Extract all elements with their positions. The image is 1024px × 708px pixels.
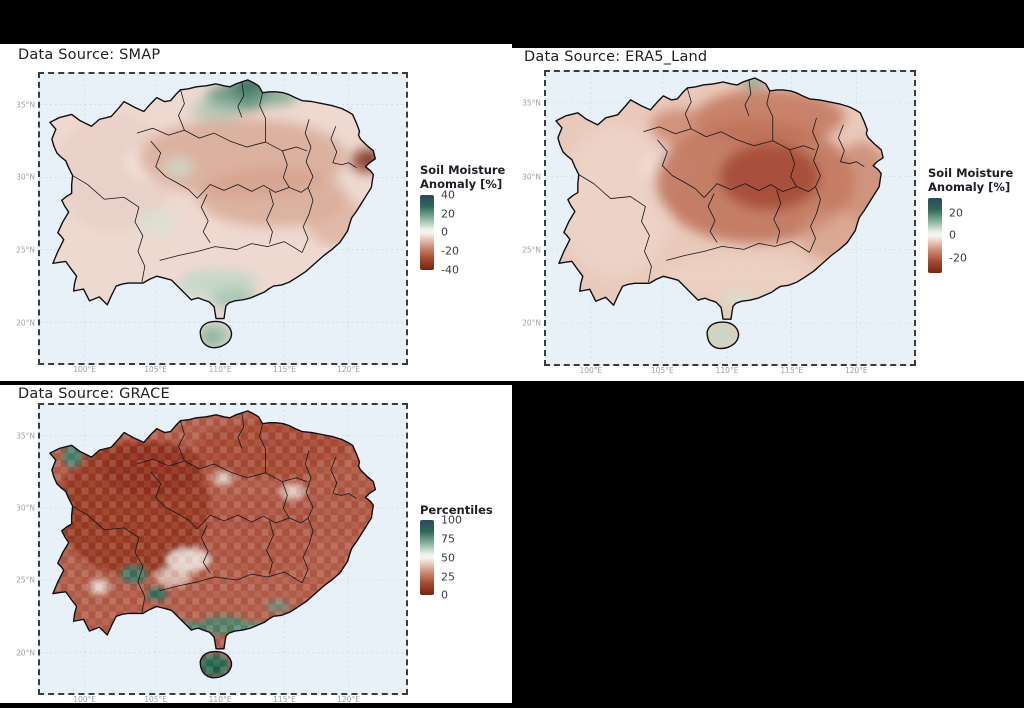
legend-tick-label: 25	[441, 570, 455, 584]
colorbar-ticks: 20 0 -20	[949, 198, 989, 273]
map-era5-svg	[546, 72, 914, 364]
y-tick-label: 20°N	[522, 318, 541, 328]
panel-smap: Data Source: SMAP	[0, 44, 512, 381]
x-tick-label: 115°E	[780, 366, 804, 375]
legend-tick-label: 20	[441, 207, 455, 220]
panel-title: Data Source: GRACE	[18, 386, 170, 402]
x-tick-label: 120°E	[337, 365, 360, 374]
x-tick-label: 100°E	[579, 366, 603, 375]
legend-title: Soil Moisture Anomaly [%]	[928, 166, 1014, 195]
panel-grace: Data Source: GRACE	[0, 385, 512, 704]
map-grace-svg	[40, 405, 406, 693]
legend-grace: Percentiles 100 75 50 25 0	[420, 503, 493, 602]
legend-tick-label: -40	[441, 263, 459, 277]
map-era5-land: 35°N 30°N 25°N 20°N 100°E 105°E 110°E 115°E 120…	[522, 70, 916, 375]
legend-tick-label: 0	[441, 225, 448, 239]
colorbar	[420, 194, 434, 270]
y-tick-label: 30°N	[16, 503, 35, 513]
legend-title: Soil Moisture Anomaly [%]	[420, 163, 506, 192]
y-axis: 35°N 30°N 25°N 20°N	[512, 72, 546, 364]
y-tick-label: 25°N	[16, 575, 35, 585]
legend-tick-label: 100	[441, 513, 462, 527]
colorbar	[928, 197, 942, 273]
y-axis: 35°N 30°N 25°N 20°N	[6, 405, 40, 693]
x-tick-label: 105°E	[144, 365, 168, 374]
x-tick-label: 110°E	[208, 365, 232, 374]
y-tick-label: 20°N	[16, 318, 35, 328]
x-tick-label: 115°E	[273, 365, 296, 374]
y-tick-label: 25°N	[16, 245, 35, 255]
x-tick-label: 100°E	[73, 365, 97, 374]
y-tick-label: 20°N	[16, 648, 35, 658]
legend-tick-label: 75	[441, 532, 455, 546]
legend-era5: Soil Moisture Anomaly [%] 20 0 -20	[928, 166, 1013, 273]
legend-tick-label: 0	[949, 228, 956, 242]
panel-title: Data Source: ERA5_Land	[524, 49, 708, 65]
x-tick-label: 105°E	[144, 695, 168, 704]
panel-era5-land: Data Source: ERA5_Land	[512, 48, 1024, 381]
y-axis: 35°N 30°N 25°N 20°N	[6, 74, 40, 363]
x-tick-label: 120°E	[337, 695, 360, 704]
x-axis: 100°E 105°E 110°E 115°E 120°E	[546, 364, 914, 378]
legend-tick-label: 50	[441, 551, 455, 565]
x-tick-label: 110°E	[715, 366, 739, 375]
y-tick-label: 35°N	[522, 98, 541, 108]
legend-title: Percentiles	[420, 503, 493, 517]
colorbar-ticks: 40 20 0 -20 -40	[441, 188, 481, 276]
legend-tick-label: 20	[949, 206, 963, 220]
y-tick-label: 30°N	[16, 172, 35, 182]
x-tick-label: 115°E	[273, 695, 296, 704]
map-smap: 35°N 30°N 25°N 20°N 100°E 105°E 110°E 115°E 120…	[16, 72, 408, 374]
colorbar	[420, 520, 434, 596]
legend-tick-label: -20	[441, 244, 459, 258]
legend-tick-label: 40	[441, 188, 455, 202]
map-smap-svg	[40, 74, 406, 363]
legend-smap: Soil Moisture Anomaly [%] 40 20 0 -20 -40	[420, 163, 506, 276]
x-tick-label: 100°E	[73, 695, 97, 704]
x-tick-label: 120°E	[844, 366, 868, 375]
x-tick-label: 110°E	[208, 695, 232, 704]
y-tick-label: 30°N	[522, 172, 541, 182]
y-tick-label: 35°N	[16, 100, 35, 110]
panel-title: Data Source: SMAP	[18, 47, 161, 63]
x-axis: 100°E 105°E 110°E 115°E 120°E	[40, 693, 406, 707]
legend-tick-label: 0	[441, 588, 448, 602]
map-grace: 35°N 30°N 25°N 20°N 100°E 105°E 110°E 115°E 120…	[16, 403, 408, 704]
x-tick-label: 105°E	[650, 366, 674, 375]
y-tick-label: 25°N	[522, 245, 541, 255]
colorbar-ticks: 100 75 50 25 0	[441, 514, 481, 602]
x-axis: 100°E 105°E 110°E 115°E 120°E	[40, 363, 406, 377]
y-tick-label: 35°N	[16, 431, 35, 441]
legend-tick-label: -20	[949, 251, 967, 265]
